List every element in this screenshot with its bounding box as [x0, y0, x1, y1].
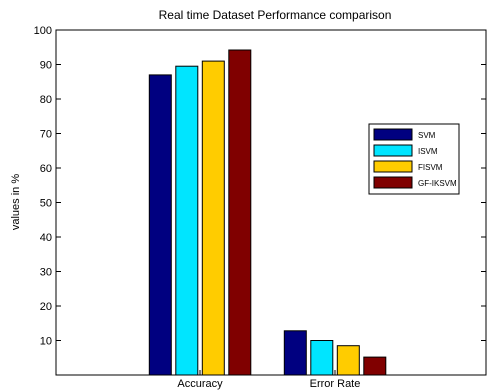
y-tick-label: 60 [40, 163, 52, 175]
x-axis-labels: Accuracy Error Rate [177, 370, 360, 390]
y-tick-label: 90 [40, 60, 52, 72]
bar-gf-iksvm-accuracy [228, 49, 252, 376]
y-tick-label: 50 [40, 198, 52, 210]
bar-svm-error-rate [283, 330, 307, 376]
legend: SVM ISVM FISVM GF-IKSVM [368, 123, 460, 195]
bar-fisvm-error-rate [336, 345, 360, 376]
legend-label-gf-iksvm: GF-IKSVM [418, 179, 457, 188]
bar-isvm-error-rate [310, 340, 334, 376]
legend-swatch-svm [373, 128, 413, 141]
bar-svm-accuracy [148, 74, 172, 376]
chart-title: Real time Dataset Performance comparison [159, 8, 392, 22]
bar-isvm-accuracy [175, 65, 199, 376]
legend-swatch-fisvm [373, 160, 413, 173]
y-axis-label: values in % [10, 174, 22, 230]
y-tick-label: 10 [40, 336, 52, 348]
plot-area-frame [55, 29, 487, 376]
y-axis-ticks: 10 20 30 40 50 60 70 80 90 100 [34, 25, 486, 348]
legend-label-svm: SVM [418, 131, 436, 140]
y-tick-label: 100 [34, 25, 52, 37]
legend-swatch-gf-iksvm [373, 176, 413, 189]
y-tick-label: 40 [40, 232, 52, 244]
legend-label-isvm: ISVM [418, 147, 438, 156]
y-tick-label: 20 [40, 301, 52, 313]
legend-swatch-isvm [373, 144, 413, 157]
bars [148, 49, 387, 376]
legend-label-fisvm: FISVM [418, 163, 443, 172]
x-tick-label: Accuracy [177, 378, 223, 390]
bar-gf-iksvm-error-rate [363, 356, 387, 376]
y-tick-label: 30 [40, 267, 52, 279]
x-tick-label: Error Rate [310, 378, 361, 390]
y-tick-label: 70 [40, 129, 52, 141]
bar-fisvm-accuracy [201, 60, 225, 376]
y-tick-label: 80 [40, 94, 52, 106]
